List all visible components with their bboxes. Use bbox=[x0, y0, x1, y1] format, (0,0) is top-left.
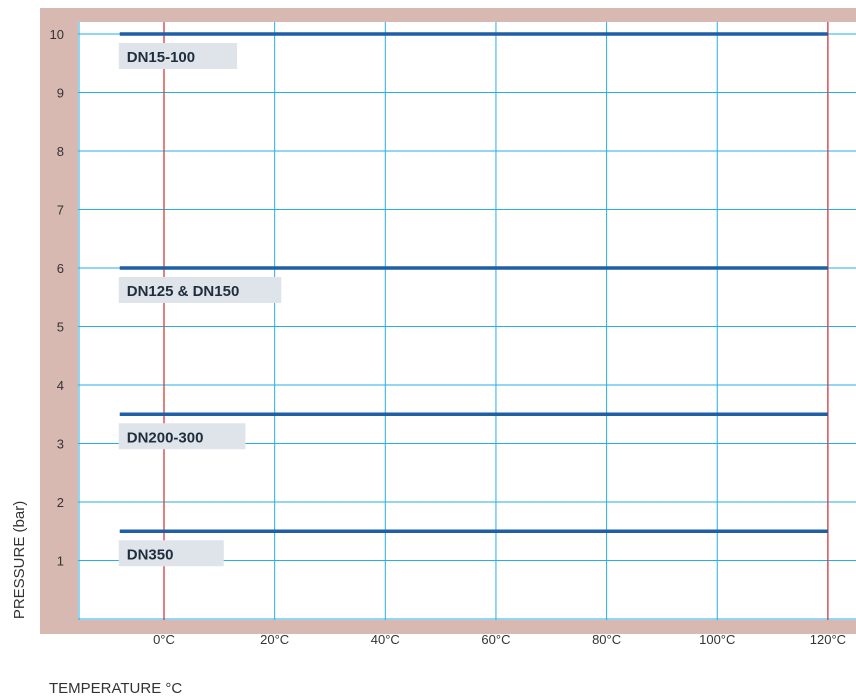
series-label-box bbox=[118, 43, 238, 69]
x-tick-label: 40°C bbox=[371, 632, 400, 647]
x-tick-label: 20°C bbox=[260, 632, 289, 647]
x-tick-label: 60°C bbox=[481, 632, 510, 647]
plot-area bbox=[78, 22, 856, 620]
reference-lines bbox=[163, 22, 829, 620]
y-tick-label: 8 bbox=[57, 144, 64, 159]
series-group: DN15-100 DN125 & DN150 DN200-300 DN350 bbox=[118, 32, 828, 567]
series-label-box bbox=[118, 277, 282, 303]
series-label-box bbox=[118, 423, 246, 450]
y-tick-label: 10 bbox=[50, 27, 64, 42]
y-tick-label: 5 bbox=[57, 320, 64, 335]
x-tick-label: 80°C bbox=[592, 632, 621, 647]
x-tick-labels: 0°C 20°C 40°C 60°C 80°C 100°C 120°C bbox=[153, 632, 846, 647]
y-tick-label: 6 bbox=[57, 261, 64, 276]
series-label: DN125 & DN150 bbox=[127, 283, 240, 300]
y-tick-label: 9 bbox=[57, 86, 64, 101]
x-axis-title: TEMPERATURE °C bbox=[49, 680, 182, 697]
x-tick-label: 120°C bbox=[810, 632, 846, 647]
y-tick-label: 7 bbox=[57, 203, 64, 218]
series-label: DN350 bbox=[127, 546, 174, 563]
series-label: DN200-300 bbox=[127, 429, 204, 446]
x-tick-label: 0°C bbox=[153, 632, 175, 647]
y-tick-label: 3 bbox=[57, 437, 64, 452]
y-tick-labels: 1 2 3 4 5 6 7 8 9 10 bbox=[50, 27, 64, 569]
series-label-box bbox=[118, 540, 224, 567]
y-axis-title: PRESSURE (bar) bbox=[11, 501, 28, 619]
y-tick-label: 4 bbox=[57, 378, 64, 393]
x-tick-label: 100°C bbox=[699, 632, 735, 647]
series-label: DN15-100 bbox=[127, 49, 195, 66]
y-tick-label: 1 bbox=[57, 554, 64, 569]
y-tick-label: 2 bbox=[57, 495, 64, 510]
